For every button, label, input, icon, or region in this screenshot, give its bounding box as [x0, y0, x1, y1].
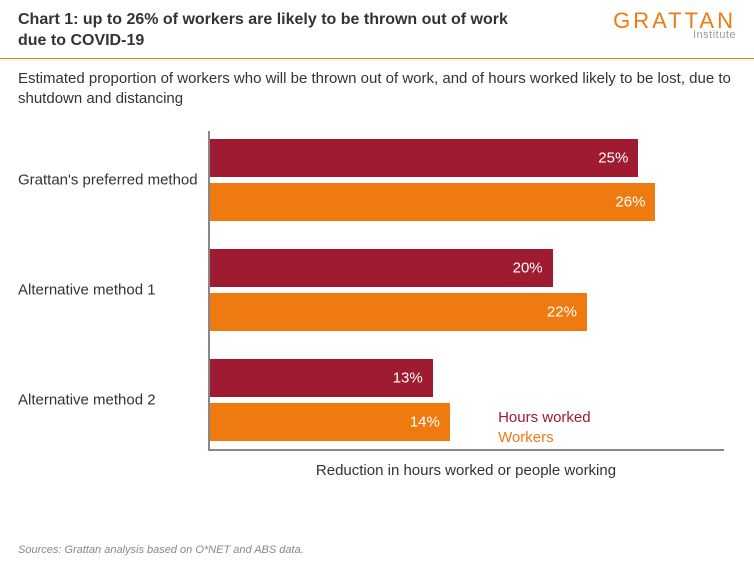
category-label: Alternative method 1 [18, 282, 198, 299]
bar: 20% [210, 249, 553, 287]
category-label: Grattan's preferred method [18, 172, 198, 189]
bar: 22% [210, 293, 587, 331]
plot-region: 25% 26% 20% 22% 13% 14% [208, 131, 724, 451]
brand-logo: GRATTAN Institute [613, 10, 736, 41]
chart-title: Chart 1: up to 26% of workers are likely… [18, 10, 518, 52]
bar-value-label: 22% [547, 304, 577, 321]
bar: 26% [210, 183, 655, 221]
chart-area: Grattan's preferred method Alternative me… [18, 131, 724, 491]
bar-value-label: 20% [513, 260, 543, 277]
legend: Hours workedWorkers [498, 408, 591, 447]
chart-subtitle: Estimated proportion of workers who will… [0, 59, 754, 114]
bar-value-label: 13% [393, 370, 423, 387]
legend-item: Workers [498, 428, 591, 448]
bar-value-label: 25% [598, 150, 628, 167]
sources-note: Sources: Grattan analysis based on O*NET… [18, 544, 304, 556]
category-label: Alternative method 2 [18, 392, 198, 409]
bar: 14% [210, 403, 450, 441]
bar-value-label: 14% [410, 414, 440, 431]
bar: 13% [210, 359, 433, 397]
bar-value-label: 26% [615, 194, 645, 211]
legend-item: Hours worked [498, 408, 591, 428]
bar: 25% [210, 139, 638, 177]
x-axis-title: Reduction in hours worked or people work… [208, 462, 724, 479]
